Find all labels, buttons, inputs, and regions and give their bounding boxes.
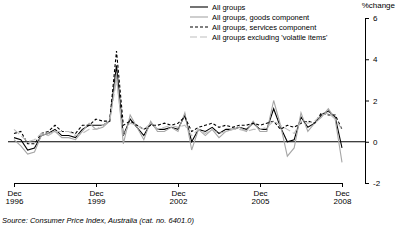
x-tick-mark: [96, 183, 97, 187]
legend-label: All groups, goods component: [212, 13, 310, 22]
legend-swatch: [190, 36, 208, 37]
x-tick-label-part: Dec: [335, 189, 349, 198]
x-tick-mark: [14, 183, 15, 187]
legend-label: All groups, services component: [212, 23, 317, 32]
x-tick-mark: [260, 183, 261, 187]
y-tick-mark: [365, 183, 369, 184]
y-tick-label: -2: [373, 179, 381, 188]
x-tick: Dec2002: [170, 183, 188, 206]
x-tick-label-part: 2008: [334, 197, 352, 206]
x-tick-mark: [342, 183, 343, 187]
y-tick-mark: [365, 101, 369, 102]
x-tick-label-part: 2002: [170, 197, 188, 206]
chart: -20246Dec1996Dec1999Dec2002Dec2005Dec200…: [0, 0, 397, 227]
x-tick: Dec2008: [334, 183, 352, 206]
series-line: [14, 80, 342, 142]
y-tick: 4: [365, 55, 378, 64]
source-note: Source: Consumer Price Index, Australia …: [2, 216, 194, 225]
y-axis: -2 0 2 4 6: [365, 14, 381, 188]
y-tick: 6: [365, 14, 378, 23]
y-tick-label: 0: [373, 138, 378, 147]
x-tick-label-part: 1999: [88, 197, 106, 206]
x-tick-label: Dec2005: [252, 189, 270, 207]
x-tick-label: Dec2002: [170, 189, 188, 207]
y-tick-label: 2: [373, 97, 378, 106]
legend-swatch: [190, 26, 208, 27]
legend: All groupsAll groups, goods componentAll…: [190, 3, 328, 42]
x-tick: Dec1996: [6, 183, 24, 206]
x-tick-label: Dec1996: [6, 189, 24, 207]
x-tick-label-part: 1996: [6, 197, 24, 206]
x-tick: Dec1999: [88, 183, 106, 206]
x-tick-label: Dec2008: [334, 189, 352, 207]
y-tick-label: 6: [373, 14, 378, 23]
x-tick: Dec2005: [252, 183, 270, 206]
legend-swatch: [190, 16, 208, 17]
x-tick-label-part: 2005: [252, 197, 270, 206]
y-tick: -2: [365, 179, 381, 188]
y-tick-mark: [365, 142, 369, 143]
legend-label: All groups excluding 'volatile items': [212, 33, 328, 42]
legend-swatch: [190, 6, 208, 7]
y-tick: 2: [365, 97, 378, 106]
y-tick: 0: [365, 138, 378, 147]
x-tick-mark: [178, 183, 179, 187]
x-axis: Dec1996Dec1999Dec2002Dec2005Dec2008: [6, 183, 352, 206]
y-tick-mark: [365, 18, 369, 19]
x-tick-label-part: Dec: [171, 189, 185, 198]
y-tick-label: 4: [373, 55, 378, 64]
lines: [14, 51, 342, 162]
x-tick-label: Dec1999: [88, 189, 106, 207]
y-tick-mark: [365, 59, 369, 60]
x-axis-line: [15, 184, 343, 188]
x-tick-label-part: Dec: [253, 189, 267, 198]
y-axis-title: %change: [362, 1, 396, 10]
x-tick-label-part: Dec: [89, 189, 103, 198]
legend-label: All groups: [212, 3, 246, 12]
x-tick-label-part: Dec: [7, 189, 21, 198]
series-line: [14, 74, 342, 163]
zero-line: [8, 141, 365, 142]
y-axis-line: [366, 19, 370, 184]
series-line: [14, 51, 342, 144]
